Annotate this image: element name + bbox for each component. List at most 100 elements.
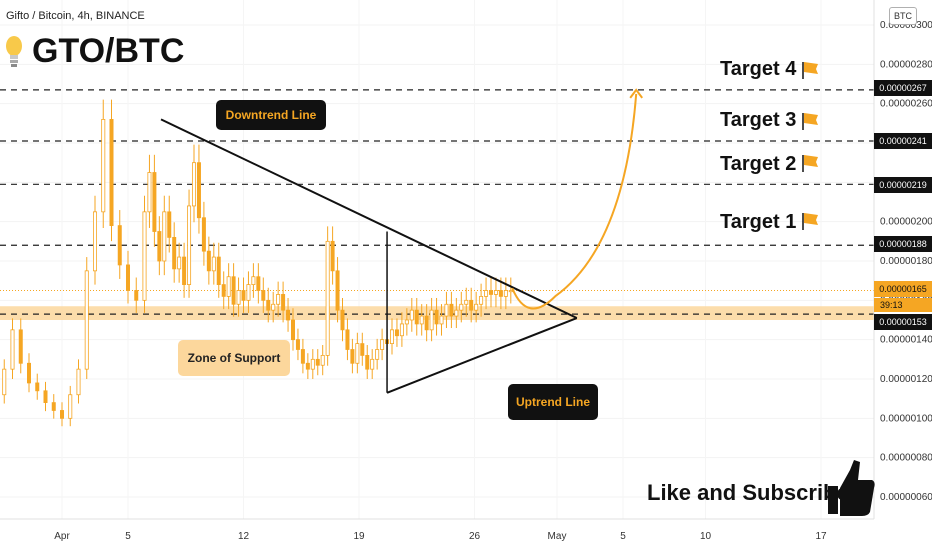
- candle-body: [469, 299, 474, 311]
- x-tick-label: 26: [469, 531, 481, 542]
- candle-body: [449, 303, 454, 317]
- candle-body: [101, 119, 106, 213]
- candle-body: [330, 240, 335, 272]
- current-price-badge: 0.00000165: [874, 281, 932, 297]
- y-tick-label: 0.00000120: [880, 374, 932, 385]
- x-tick-label: 19: [353, 531, 365, 542]
- y-tick-label: 0.00000060: [880, 492, 932, 503]
- candle-body: [93, 211, 98, 272]
- y-tick-label: 0.00000100: [880, 413, 932, 424]
- candle-body: [196, 162, 201, 219]
- x-axis-panel: [0, 519, 874, 550]
- candle-body: [221, 284, 226, 297]
- candle-body: [394, 329, 399, 337]
- x-tick-label: 12: [238, 531, 250, 542]
- candle-body: [488, 290, 493, 295]
- candle-body: [474, 303, 479, 311]
- projection-arrowhead: [629, 88, 643, 99]
- candle-body: [389, 329, 394, 345]
- x-tick-label: Apr: [54, 531, 70, 542]
- y-tick-label: 0.00000080: [880, 453, 932, 464]
- candle-body: [142, 211, 147, 301]
- candle-body: [241, 290, 246, 301]
- candle-body: [459, 303, 464, 311]
- candle-body: [172, 236, 177, 270]
- x-axis: Apr 5 12 19 26 May 5 10 17: [0, 518, 874, 550]
- candle-body: [236, 290, 241, 305]
- target-1-price-badge: 0.00000188: [874, 236, 932, 252]
- y-tick-label: 0.00000180: [880, 256, 932, 267]
- candle-body: [281, 294, 286, 311]
- candle-body: [276, 294, 281, 305]
- candle-body: [424, 315, 429, 331]
- candle-body: [429, 309, 434, 331]
- support-price-badge: 0.00000153: [874, 314, 932, 330]
- candle-body: [295, 339, 300, 350]
- support-callout: Zone of Support: [178, 340, 290, 376]
- candle-body: [134, 290, 139, 301]
- candle-body: [2, 368, 7, 396]
- target-2-price-badge: 0.00000219: [874, 177, 932, 193]
- x-tick-label: May: [548, 531, 567, 542]
- candle-body: [256, 276, 261, 291]
- projection-curve: [511, 93, 638, 310]
- candle-body: [10, 329, 15, 370]
- candle-body: [315, 358, 320, 366]
- candle-body: [360, 343, 365, 356]
- candle-body: [479, 295, 484, 305]
- subscribe-text: Like and Subscribe: [647, 480, 849, 505]
- candle-body: [231, 276, 236, 305]
- target-flags: [802, 62, 818, 230]
- candle-body: [454, 309, 459, 317]
- candle-body: [182, 256, 187, 286]
- candle-body: [266, 299, 271, 311]
- candle-body: [147, 172, 152, 213]
- candle-countdown: 39:13: [874, 298, 932, 312]
- lightbulb-icon: [6, 36, 22, 67]
- candle-body: [399, 323, 404, 337]
- flag-icon: [804, 113, 818, 125]
- candle-body: [439, 315, 444, 325]
- candle-body: [503, 290, 508, 297]
- candle-body: [43, 390, 48, 403]
- y-tick-label: 0.00000300: [880, 20, 932, 31]
- candle-body: [18, 329, 23, 364]
- candle-body: [216, 256, 221, 286]
- ticker-title: GTO/BTC: [32, 32, 185, 70]
- candle-body: [305, 362, 310, 370]
- candle-body: [464, 299, 469, 305]
- currency-selector[interactable]: BTC: [889, 7, 917, 25]
- candle-body: [201, 217, 206, 252]
- candle-body: [350, 349, 355, 364]
- candle-body: [109, 119, 114, 226]
- y-tick-label: 0.00000260: [880, 99, 932, 110]
- candle-body: [355, 343, 360, 364]
- candle-body: [404, 319, 409, 325]
- y-tick-label: 0.00000200: [880, 217, 932, 228]
- candle-body: [310, 358, 315, 370]
- candle-body: [191, 162, 196, 207]
- uptrend-line: [386, 317, 578, 394]
- target-1-label: Target 1: [720, 211, 797, 233]
- candle-body: [286, 309, 291, 321]
- uptrend-callout: Uptrend Line: [508, 384, 598, 420]
- candle-body: [261, 290, 266, 301]
- trendlines: [160, 118, 578, 394]
- candle-body: [167, 211, 172, 238]
- candle-body: [26, 362, 31, 384]
- candle-body: [414, 309, 419, 325]
- candle-body: [187, 205, 192, 285]
- candle-body: [271, 303, 276, 311]
- candle-body: [365, 354, 370, 370]
- target-3-price-badge: 0.00000241: [874, 133, 932, 149]
- candle-body: [162, 211, 167, 262]
- candle-body: [251, 276, 256, 286]
- flag-icon: [804, 213, 818, 225]
- candle-body: [320, 354, 325, 366]
- candle-body: [444, 303, 449, 317]
- candle-body: [226, 276, 231, 297]
- candle-body: [300, 349, 305, 364]
- target-4-label: Target 4: [720, 58, 797, 80]
